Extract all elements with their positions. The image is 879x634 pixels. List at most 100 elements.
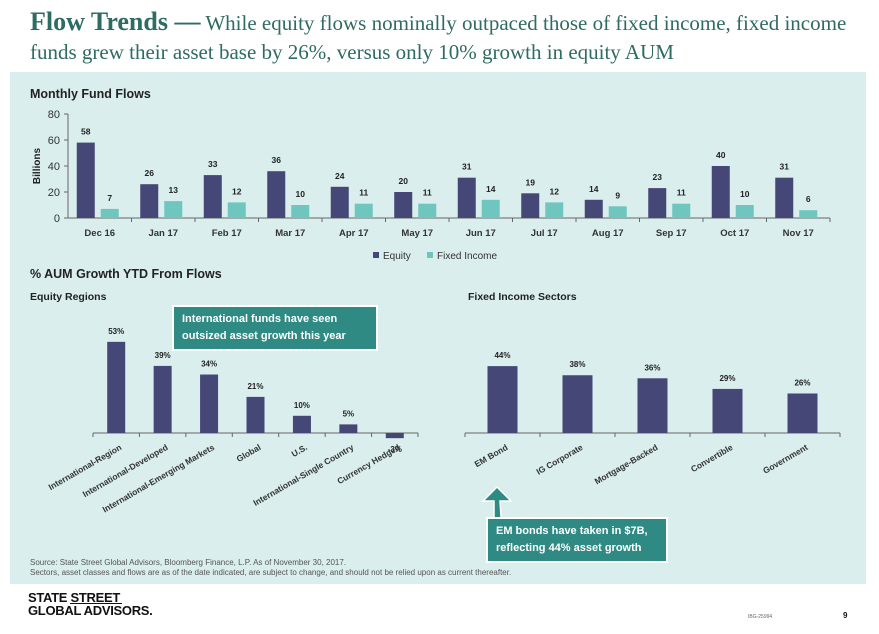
- fixed-income-bar: [672, 203, 691, 218]
- fixed-income-bar: [227, 202, 246, 218]
- source-line-2: Sectors, asset classes and flows are as …: [30, 568, 512, 577]
- logo-line-2: GLOBAL ADVISORS.: [28, 603, 153, 618]
- equity-bar: [203, 175, 222, 218]
- equity-value-label: 24: [335, 171, 345, 181]
- equity-region-value-label: 34%: [201, 360, 217, 369]
- x-tick-label: Aug 17: [592, 228, 624, 239]
- fixed-income-value-label: 11: [359, 188, 368, 198]
- fixed-income-value-label: 7: [107, 193, 112, 203]
- fixed-income-bar: [481, 199, 500, 218]
- equity-region-bar: [246, 396, 265, 433]
- equity-region-category-label: Global: [235, 442, 263, 464]
- equity-region-bar: [339, 424, 358, 433]
- equity-value-label: 31: [780, 162, 790, 172]
- y-tick-label: 80: [48, 109, 60, 121]
- equity-bar: [584, 199, 603, 218]
- x-tick-label: Jan 17: [148, 228, 178, 239]
- equity-region-value-label: 5%: [343, 409, 355, 418]
- equity-bar: [140, 184, 159, 218]
- equity-value-label: 20: [399, 176, 409, 186]
- equity-bar: [76, 142, 95, 218]
- fixed-income-sector-bar: [787, 393, 818, 433]
- em-bonds-callout: EM bonds have taken in $7B, reflecting 4…: [486, 517, 668, 563]
- fixed-income-sector-bar: [637, 378, 668, 433]
- fixed-income-value-label: 12: [232, 186, 242, 196]
- equity-regions-title: Equity Regions: [30, 291, 107, 303]
- equity-bar: [711, 166, 730, 218]
- y-tick-label: 20: [48, 187, 60, 199]
- fixed-income-sector-category-label: Government: [761, 442, 810, 476]
- equity-region-category-label: U.S.: [290, 442, 309, 459]
- equity-region-bar: [200, 374, 219, 433]
- international-callout: International funds have seen outsized a…: [172, 305, 378, 351]
- equity-value-label: 19: [526, 177, 536, 187]
- equity-value-label: 23: [653, 172, 663, 182]
- fixed-income-bar: [545, 202, 564, 218]
- fixed-income-sector-value-label: 44%: [494, 351, 510, 360]
- equity-value-label: 14: [589, 184, 599, 194]
- x-tick-label: Dec 16: [84, 228, 115, 239]
- fixed-income-bar: [354, 203, 373, 218]
- fixed-income-value-label: 11: [423, 188, 432, 198]
- fixed-income-value-label: 14: [486, 184, 496, 194]
- page-number: 9: [843, 611, 848, 620]
- x-tick-label: Mar 17: [275, 228, 305, 239]
- y-tick-label: 60: [48, 135, 60, 147]
- equity-region-value-label: 53%: [108, 327, 124, 336]
- source-line-1: Source: State Street Global Advisors, Bl…: [30, 558, 347, 567]
- x-tick-label: Jun 17: [466, 228, 496, 239]
- equity-bar: [330, 186, 349, 218]
- equity-bar: [394, 192, 413, 218]
- equity-value-label: 33: [208, 159, 218, 169]
- logo-line-1: STATE STREET: [28, 590, 120, 605]
- source-note: Source: State Street Global Advisors, Bl…: [30, 558, 511, 578]
- equity-value-label: 31: [462, 162, 472, 172]
- equity-bar: [648, 188, 667, 218]
- fixed-income-sector-bar: [562, 375, 593, 433]
- equity-region-value-label: 10%: [294, 401, 310, 410]
- equity-region-bar: [292, 415, 311, 433]
- x-tick-label: Apr 17: [339, 228, 369, 239]
- equity-bar: [267, 171, 286, 218]
- legend-fixed-income-label: Fixed Income: [437, 251, 497, 262]
- aum-growth-title: % AUM Growth YTD From Flows: [30, 267, 222, 281]
- document-code: IBG-25994: [748, 614, 773, 620]
- y-axis-label: Billions: [32, 148, 43, 185]
- logo-rule: [70, 603, 122, 604]
- fixed-income-sector-value-label: 38%: [569, 360, 585, 369]
- legend-fixed-income-swatch: [427, 252, 433, 258]
- fixed-income-value-label: 9: [615, 190, 620, 200]
- title-rest: While equity flows nominally outpaced th…: [30, 11, 847, 64]
- fixed-income-bar: [100, 208, 119, 218]
- fixed-income-sector-category-label: Convertible: [689, 442, 735, 474]
- equity-region-bar: [153, 365, 172, 433]
- equity-region-bar: [385, 433, 404, 439]
- chart-panel: [10, 72, 866, 584]
- equity-region-value-label: -3%: [388, 445, 402, 454]
- y-tick-label: 0: [54, 213, 60, 225]
- fixed-income-value-label: 12: [550, 186, 560, 196]
- state-street-logo: STATE STREET GLOBAL ADVISORS.: [28, 591, 153, 617]
- fixed-income-value-label: 10: [740, 189, 750, 199]
- x-tick-label: Sep 17: [656, 228, 687, 239]
- fixed-income-bar: [418, 203, 437, 218]
- fixed-income-bar: [164, 201, 183, 218]
- fixed-income-sector-value-label: 26%: [794, 378, 810, 387]
- equity-region-value-label: 21%: [247, 382, 263, 391]
- x-tick-label: May 17: [401, 228, 433, 239]
- fixed-income-sector-bar: [712, 388, 743, 433]
- fixed-income-bar: [799, 210, 818, 218]
- fixed-income-bar: [735, 205, 754, 218]
- equity-bar: [521, 193, 540, 218]
- page-title: Flow Trends — While equity flows nominal…: [30, 8, 870, 68]
- y-tick-label: 40: [48, 161, 60, 173]
- equity-value-label: 58: [81, 127, 91, 137]
- x-tick-label: Feb 17: [212, 228, 242, 239]
- fixed-income-sector-bar: [487, 366, 518, 433]
- equity-region-bar: [107, 341, 126, 433]
- fixed-income-sector-category-label: Mortgage-Backed: [593, 442, 660, 486]
- fixed-income-value-label: 10: [296, 189, 306, 199]
- legend-equity-swatch: [373, 252, 379, 258]
- fixed-income-value-label: 11: [677, 188, 686, 198]
